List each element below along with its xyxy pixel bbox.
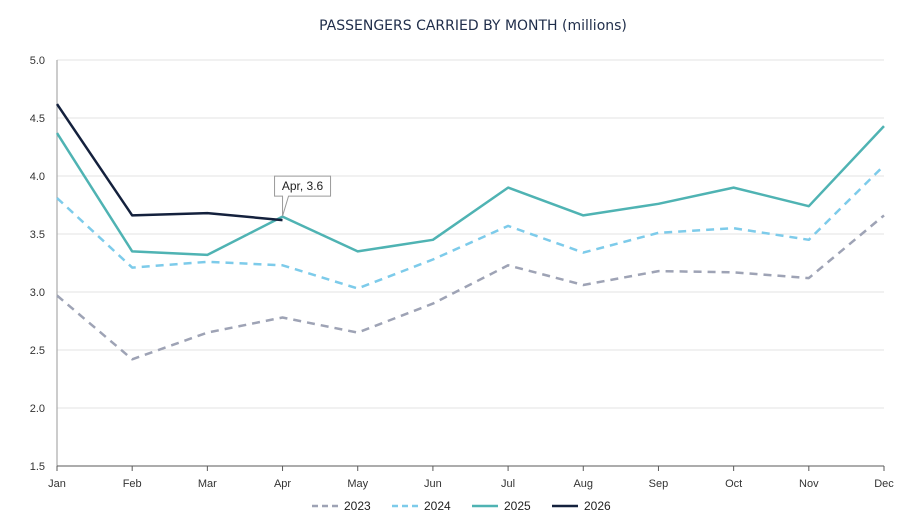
x-tick-label: Jul [501, 478, 515, 490]
x-tick-label: Jun [424, 478, 442, 490]
y-tick-label: 3.5 [30, 229, 45, 241]
series-line-2026 [55, 103, 283, 222]
x-tick-label: Jan [48, 478, 66, 490]
legend[interactable]: 2023 2024 2025 2026 [312, 499, 611, 513]
series-line-2024 [56, 164, 885, 290]
x-tick-label: Nov [799, 478, 819, 490]
legend-label: 2024 [424, 499, 451, 513]
series-line-2025 [55, 125, 885, 257]
x-tick-label: Mar [198, 478, 217, 490]
legend-item-2025[interactable]: 2025 [472, 499, 531, 513]
x-tick-label: Sep [649, 478, 669, 490]
tooltip: Apr, 3.6 [274, 175, 332, 217]
legend-item-2026[interactable]: 2026 [552, 499, 611, 513]
gridlines [57, 59, 884, 409]
tooltip-box [274, 175, 332, 217]
tooltip-label: Apr, 3.6 [282, 179, 324, 193]
axes: 1.5 2.0 2.5 3.0 3.5 4.0 4.5 5.0 Jan Feb Mar Apr May J… [30, 55, 895, 490]
y-tick-label: 2.5 [30, 345, 45, 357]
x-tick-label: Feb [123, 478, 142, 490]
y-tick-label: 4.0 [30, 171, 45, 183]
y-tick-label: 1.5 [30, 461, 45, 473]
x-tick-label: Aug [573, 478, 593, 490]
x-tick-label: Oct [725, 478, 742, 490]
chart-title: PASSENGERS CARRIED BY MONTH (millions) [319, 18, 627, 34]
legend-label: 2023 [344, 499, 371, 513]
legend-label: 2025 [504, 499, 531, 513]
x-tick-label: Apr [274, 478, 291, 490]
y-tick-label: 4.5 [30, 113, 45, 125]
y-tick-label: 5.0 [30, 55, 45, 67]
x-tick-label: Dec [874, 478, 894, 490]
legend-label: 2026 [584, 499, 611, 513]
y-tick-label: 2.0 [30, 403, 45, 415]
series-line-2023 [56, 214, 885, 361]
legend-item-2023[interactable]: 2023 [312, 499, 371, 513]
series-lines [55, 103, 885, 361]
legend-item-2024[interactable]: 2024 [392, 499, 451, 513]
y-tick-label: 3.0 [30, 287, 45, 299]
x-tick-label: May [347, 478, 368, 490]
